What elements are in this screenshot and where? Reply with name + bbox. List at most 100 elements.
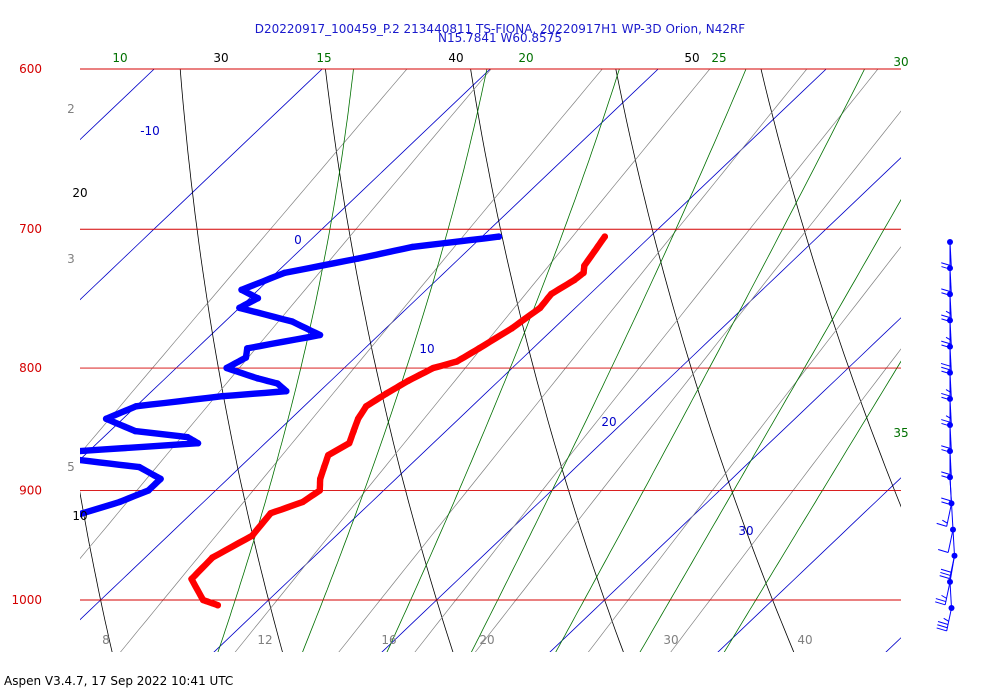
chart-title-line-1: D20220917_100459_P.2 213440811 TS-FIONA,… xyxy=(255,22,746,36)
temperature-trace-point xyxy=(316,487,323,494)
moist-adiabat-line xyxy=(723,360,901,652)
dry-adiabat-line xyxy=(179,69,283,652)
wind-barb-feather xyxy=(938,549,949,553)
temperature-trace-point xyxy=(362,403,370,410)
dry-adiabat-line xyxy=(470,69,624,652)
wind-barb-feather xyxy=(940,362,952,367)
dewpoint-trace-point xyxy=(254,375,261,382)
temperature-trace-point xyxy=(325,452,332,459)
wind-barb-feather xyxy=(943,617,949,622)
mixing-ratio-line xyxy=(80,69,408,455)
dewpoint-trace-point xyxy=(42,521,48,527)
temperature-trace-point xyxy=(536,304,544,312)
dewpoint-trace-point xyxy=(145,487,152,494)
isotherm-line xyxy=(80,69,323,301)
dry-adiabat-label: 40 xyxy=(448,51,463,65)
mixing-ratio-label: 30 xyxy=(663,633,678,647)
dewpoint-trace-point xyxy=(80,456,83,464)
dewpoint-trace-point xyxy=(281,269,288,277)
dewpoint-trace-point xyxy=(288,318,296,325)
temperature-trace-point xyxy=(591,248,598,255)
dewpoint-trace-point xyxy=(355,255,362,262)
isotherm-line xyxy=(717,477,901,652)
temperature-trace-point xyxy=(320,463,328,471)
temperature-trace-point xyxy=(453,358,461,365)
wind-barb-feather xyxy=(935,598,947,603)
isotherm-label: 0 xyxy=(294,233,302,247)
dewpoint-trace-point xyxy=(44,543,50,549)
moist-adiabat-label: 20 xyxy=(518,51,533,65)
mixing-ratio-line xyxy=(670,348,901,652)
dewpoint-trace-point xyxy=(50,450,56,456)
moist-adiabat-line xyxy=(386,69,620,652)
dewpoint-trace-point xyxy=(236,304,243,312)
dewpoint-trace-point xyxy=(238,286,245,294)
dry-adiabat-line xyxy=(80,491,113,652)
pressure-label: 600 xyxy=(19,62,42,76)
dry-adiabat-label: 30 xyxy=(213,51,228,65)
temperature-trace-point xyxy=(601,233,608,240)
isotherm-line xyxy=(213,69,827,652)
isotherm-line xyxy=(549,317,901,652)
mixing-ratio-label: 16 xyxy=(381,633,396,647)
temperature-trace-point xyxy=(317,475,324,483)
moist-adiabat-label: 10 xyxy=(112,51,127,65)
moist-adiabat-label: 25 xyxy=(711,51,726,65)
dewpoint-trace-point xyxy=(223,364,230,372)
temperature-trace-point xyxy=(299,498,306,506)
moist-adiabat-label: 15 xyxy=(316,51,331,65)
temperature-trace-point xyxy=(548,290,555,298)
dewpoint-trace-point xyxy=(80,510,86,517)
wind-barbs xyxy=(935,239,958,632)
moist-adiabat-line xyxy=(302,69,488,652)
mixing-ratio-line xyxy=(474,110,901,652)
wind-barb-feather xyxy=(941,594,947,599)
isotherm-line xyxy=(80,69,491,461)
wind-barb-feather xyxy=(935,601,946,606)
mixing-ratio-line xyxy=(234,69,711,652)
wind-barb-staff xyxy=(951,503,954,530)
dewpoint-trace-point xyxy=(316,331,324,339)
temperature-trace-point xyxy=(430,364,437,372)
mixing-ratio-line xyxy=(120,69,603,652)
dewpoint-trace-point xyxy=(132,427,139,435)
dewpoint-trace-point xyxy=(157,475,164,483)
temperature-trace-point xyxy=(267,510,274,517)
wind-barb-feather xyxy=(936,522,947,527)
mixing-ratio-label: 3 xyxy=(67,252,75,266)
moist-adiabat-label: 35 xyxy=(893,426,908,440)
pressure-label: 700 xyxy=(19,222,42,236)
isotherm-label: 10 xyxy=(419,342,434,356)
mixing-ratio-line xyxy=(338,69,808,652)
wind-barb-staff xyxy=(949,477,952,504)
temperature-trace-point xyxy=(214,601,222,609)
dewpoint-trace-point xyxy=(102,415,110,422)
dewpoint-trace-point xyxy=(244,345,251,352)
temperature-trace-point xyxy=(209,554,216,561)
mixing-ratio-label: 12 xyxy=(257,633,272,647)
wind-barb-staff xyxy=(949,581,952,609)
moist-adiabat-line xyxy=(217,69,354,652)
dewpoint-trace-point xyxy=(194,440,202,447)
dry-adiabat-label: 10 xyxy=(72,509,87,523)
isotherm-line xyxy=(0,52,5,661)
dry-adiabat-label: 20 xyxy=(72,186,87,200)
background-lines xyxy=(0,52,901,661)
dewpoint-trace-point xyxy=(409,243,416,251)
mixing-ratio-label: 2 xyxy=(67,102,75,116)
dewpoint-trace-point xyxy=(242,354,250,361)
dry-adiabat-line xyxy=(324,69,454,652)
wind-barb-shaft xyxy=(944,581,951,605)
temperature-trace-point xyxy=(350,427,357,435)
temperature-trace-point xyxy=(581,262,588,269)
dry-adiabat-label: 50 xyxy=(684,51,699,65)
dry-adiabat-line xyxy=(760,69,901,508)
dewpoint-trace-point xyxy=(132,403,140,410)
temperature-trace-point xyxy=(508,325,516,332)
dewpoint-trace-point xyxy=(10,576,16,582)
mixing-ratio-line xyxy=(80,69,492,560)
pressure-label: 800 xyxy=(19,361,42,375)
temperature-trace-point xyxy=(475,345,483,352)
wind-barb-feather xyxy=(940,571,951,576)
